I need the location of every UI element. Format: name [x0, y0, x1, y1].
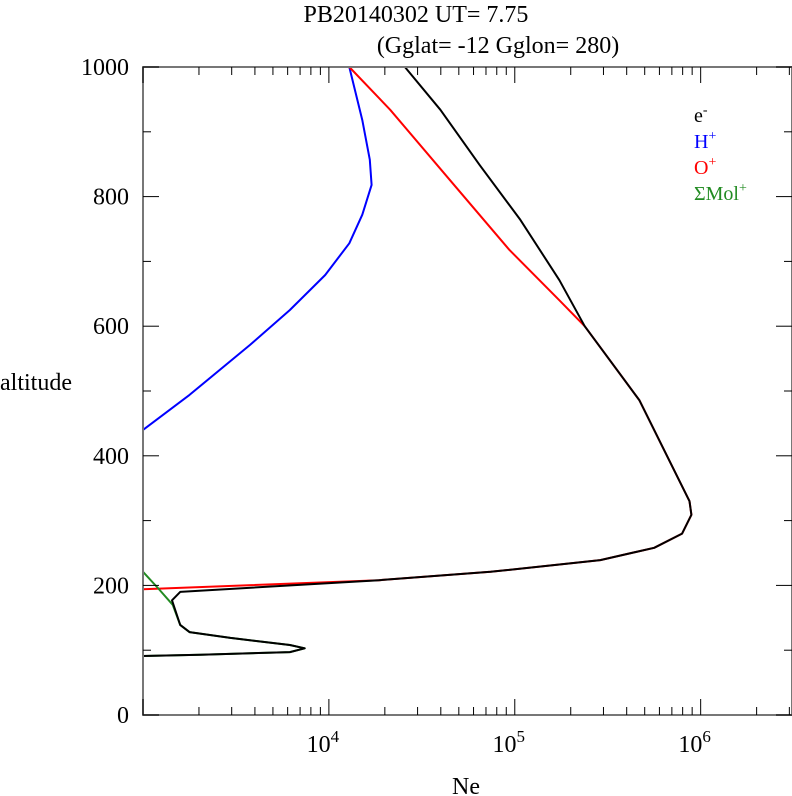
series-layer	[142, 66, 693, 657]
x-tick-label: 104	[307, 727, 340, 758]
legend-item-mol: ΣMol+	[694, 181, 747, 205]
series-line-o	[142, 66, 693, 591]
y-axis-label: altitude	[0, 370, 72, 396]
chart-title: PB20140302 UT= 7.75	[304, 2, 529, 28]
y-tick-label: 0	[117, 703, 129, 729]
legend-item-o: O+	[694, 155, 716, 179]
axis-ticks: 0 200 400 600 800 1000 104 105 106	[81, 55, 792, 758]
legend-item-e: e-	[694, 103, 708, 127]
y-tick-label: 800	[93, 185, 129, 211]
y-tick-label: 1000	[81, 55, 129, 81]
y-tick-label: 600	[93, 314, 129, 340]
y-tick-label: 400	[93, 444, 129, 470]
chart-subtitle: (Gglat= -12 Gglon= 280)	[377, 33, 619, 59]
legend-item-h: H+	[694, 129, 716, 153]
series-line-e	[142, 66, 693, 657]
series-line-h	[142, 66, 373, 431]
y-tick-label: 200	[93, 573, 129, 599]
x-tick-label: 106	[678, 727, 711, 758]
x-axis-label: Ne	[452, 774, 480, 796]
x-tick-label: 105	[493, 727, 526, 758]
legend: e-H+O+ΣMol+	[694, 103, 747, 205]
